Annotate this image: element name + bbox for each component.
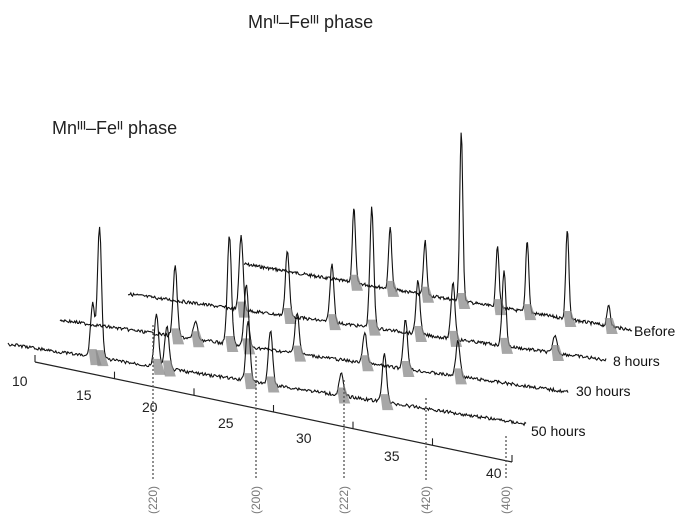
peak-shade-1-1: [283, 308, 297, 324]
reflection-guides: (220) (200) (222) (420) (400): [146, 325, 513, 514]
phase-label-right: Mnᴵᴵ–Feᴵᴵᴵ phase: [248, 12, 373, 32]
x-tick-label-40: 40: [486, 465, 502, 481]
peak-shade-1-6: [500, 337, 514, 354]
peak-shade-1-5: [449, 330, 463, 347]
peak-shade-2-5: [360, 355, 374, 372]
peak-shade-2-1: [191, 331, 205, 348]
peak-shade-0-6: [563, 311, 577, 327]
x-axis-ticks: 10 15 20 25 30 35 40: [12, 355, 513, 481]
x-tick-label-10: 10: [12, 373, 28, 389]
peak-shade-1-7: [551, 344, 565, 361]
reflection-label-4: (400): [499, 486, 513, 514]
reflection-label-0: (220): [146, 486, 160, 514]
series-line-2: [59, 236, 569, 394]
series-line-0: [243, 132, 633, 332]
x-tick-label-20: 20: [142, 399, 158, 415]
x-tick-label-25: 25: [218, 415, 234, 431]
peak-shade-3-4: [244, 373, 258, 390]
peak-shade-1-3: [367, 319, 381, 336]
peak-shade-3-7: [380, 394, 394, 411]
peak-shade-2-2: [225, 336, 239, 352]
series-line-1: [127, 206, 607, 362]
peak-shade-3-6: [337, 387, 351, 404]
series-traces: [7, 132, 633, 427]
peak-shade-0-4: [493, 299, 507, 316]
x-tick-label-35: 35: [384, 448, 400, 464]
peak-shade-3-3: [162, 360, 176, 377]
peak-shade-2-6: [401, 360, 415, 377]
phase-label-left: Mnᴵᴵᴵ–Feᴵᴵ phase: [52, 118, 177, 138]
peak-shade-1-4: [413, 326, 427, 343]
peak-shade-2-4: [293, 345, 307, 362]
series-label-50h: 50 hours: [531, 423, 585, 439]
peak-shade-0-1: [386, 280, 400, 297]
peak-shade-0-7: [604, 318, 618, 335]
series-label-before: Before: [634, 323, 675, 339]
reflection-label-2: (222): [337, 486, 351, 514]
series-label-30h: 30 hours: [576, 383, 630, 399]
x-tick-label-15: 15: [76, 387, 92, 403]
peak-shade-3-5: [266, 376, 280, 393]
series-label-8h: 8 hours: [613, 353, 660, 369]
peak-shade-2-7: [453, 368, 467, 385]
peak-shade-1-2: [327, 314, 341, 331]
reflection-label-1: (200): [249, 486, 263, 514]
series-line-3: [7, 226, 527, 427]
peak-shade-0-5: [523, 304, 537, 321]
peak-shade-2-0: [171, 328, 185, 345]
peak-shade-0-0: [349, 274, 363, 291]
peak-shade-3-1: [95, 350, 109, 367]
peak-shade-0-2: [421, 286, 435, 303]
reflection-label-3: (420): [419, 486, 433, 514]
peak-shade-0-3: [457, 292, 471, 309]
peak-shade-3-2: [152, 358, 166, 375]
x-tick-label-30: 30: [296, 430, 312, 446]
